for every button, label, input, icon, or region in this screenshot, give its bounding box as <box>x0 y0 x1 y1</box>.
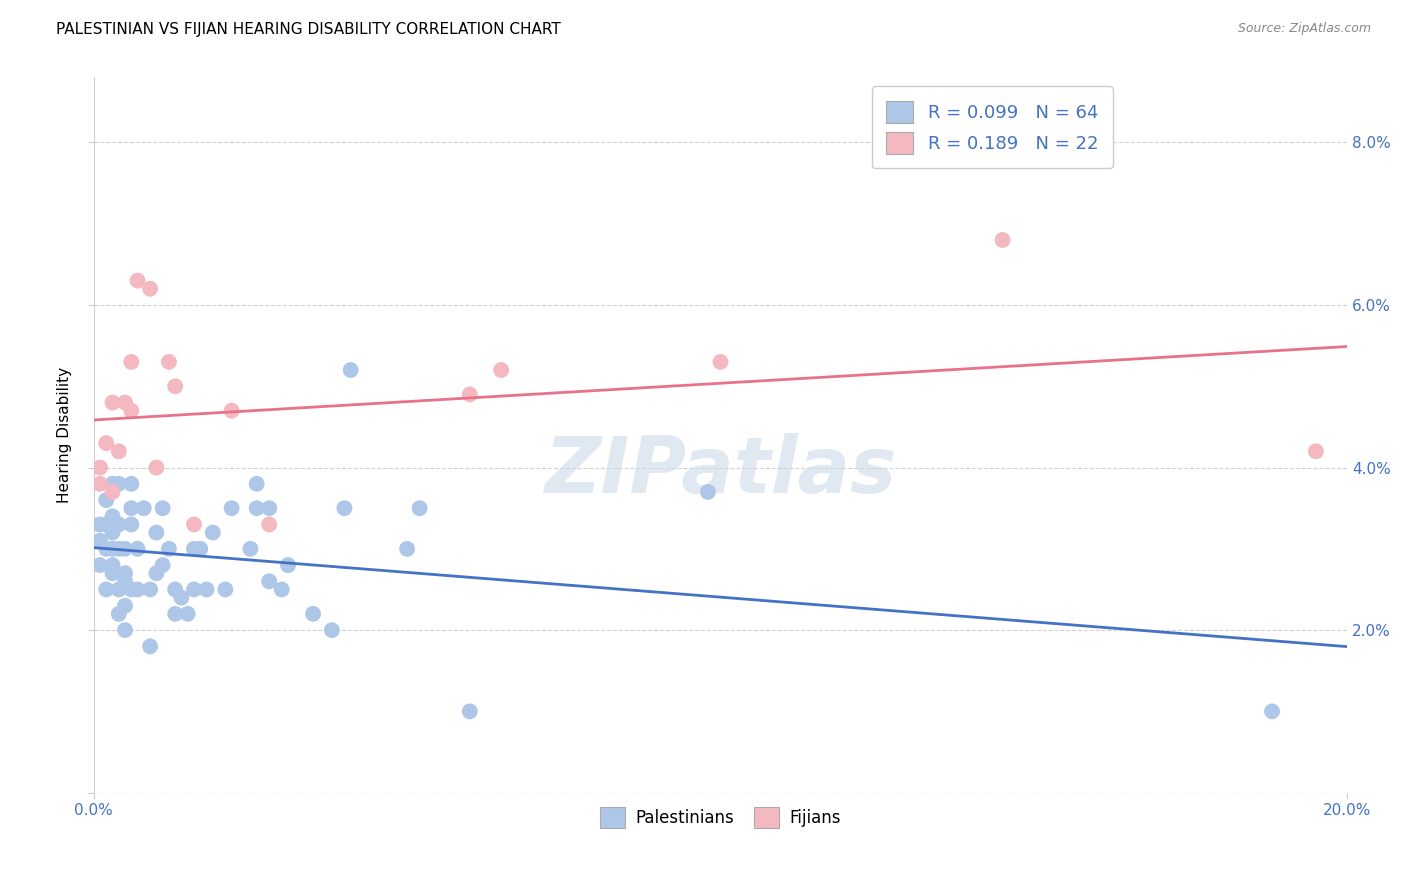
Point <box>1261 705 1284 719</box>
Text: ZIPatlas: ZIPatlas <box>544 433 897 508</box>
Point <box>101 566 124 581</box>
Point <box>339 363 361 377</box>
Point <box>107 476 129 491</box>
Point <box>101 476 124 491</box>
Point <box>302 607 325 621</box>
Point <box>183 541 205 556</box>
Point <box>458 705 481 719</box>
Point <box>396 541 419 556</box>
Point <box>145 525 167 540</box>
Point <box>114 599 136 613</box>
Point <box>458 387 481 401</box>
Point <box>120 355 142 369</box>
Point <box>139 282 162 296</box>
Text: PALESTINIAN VS FIJIAN HEARING DISABILITY CORRELATION CHART: PALESTINIAN VS FIJIAN HEARING DISABILITY… <box>56 22 561 37</box>
Point <box>114 566 136 581</box>
Point <box>257 517 280 532</box>
Point <box>145 566 167 581</box>
Point <box>145 460 167 475</box>
Point <box>96 493 118 508</box>
Point <box>120 476 142 491</box>
Point <box>188 541 211 556</box>
Point <box>96 541 118 556</box>
Point <box>120 403 142 417</box>
Point <box>101 558 124 573</box>
Point <box>195 582 218 597</box>
Point <box>107 541 129 556</box>
Point <box>270 582 292 597</box>
Point <box>120 582 142 597</box>
Point <box>183 517 205 532</box>
Point <box>183 582 205 597</box>
Point <box>107 444 129 458</box>
Point <box>165 582 187 597</box>
Point <box>107 517 129 532</box>
Point <box>127 274 149 288</box>
Point <box>120 517 142 532</box>
Point <box>89 517 111 532</box>
Point <box>139 582 162 597</box>
Point <box>239 541 262 556</box>
Point <box>101 395 124 409</box>
Point <box>697 485 720 500</box>
Point <box>157 355 180 369</box>
Point <box>96 582 118 597</box>
Point <box>214 582 236 597</box>
Point <box>709 355 731 369</box>
Point <box>165 379 187 393</box>
Point <box>177 607 200 621</box>
Point <box>221 403 243 417</box>
Point <box>127 541 149 556</box>
Point <box>257 574 280 589</box>
Point <box>89 533 111 548</box>
Point <box>333 501 356 516</box>
Point <box>101 541 124 556</box>
Point <box>246 501 269 516</box>
Point <box>120 501 142 516</box>
Point <box>96 517 118 532</box>
Point <box>96 436 118 450</box>
Point <box>101 525 124 540</box>
Y-axis label: Hearing Disability: Hearing Disability <box>58 367 72 503</box>
Point <box>101 509 124 524</box>
Point <box>257 501 280 516</box>
Point <box>89 476 111 491</box>
Text: Source: ZipAtlas.com: Source: ZipAtlas.com <box>1237 22 1371 36</box>
Point <box>152 558 174 573</box>
Point <box>127 582 149 597</box>
Point <box>991 233 1014 247</box>
Point <box>246 476 269 491</box>
Point <box>107 607 129 621</box>
Legend: Palestinians, Fijians: Palestinians, Fijians <box>593 801 848 834</box>
Point <box>114 541 136 556</box>
Point <box>1305 444 1327 458</box>
Point <box>165 607 187 621</box>
Point <box>408 501 430 516</box>
Point <box>489 363 512 377</box>
Point <box>114 395 136 409</box>
Point <box>152 501 174 516</box>
Point <box>139 640 162 654</box>
Point <box>101 485 124 500</box>
Point <box>157 541 180 556</box>
Point <box>107 582 129 597</box>
Point <box>114 574 136 589</box>
Point <box>132 501 155 516</box>
Point <box>321 623 343 637</box>
Point <box>277 558 299 573</box>
Point <box>89 558 111 573</box>
Point <box>114 623 136 637</box>
Point <box>221 501 243 516</box>
Point <box>201 525 224 540</box>
Point <box>170 591 193 605</box>
Point <box>89 460 111 475</box>
